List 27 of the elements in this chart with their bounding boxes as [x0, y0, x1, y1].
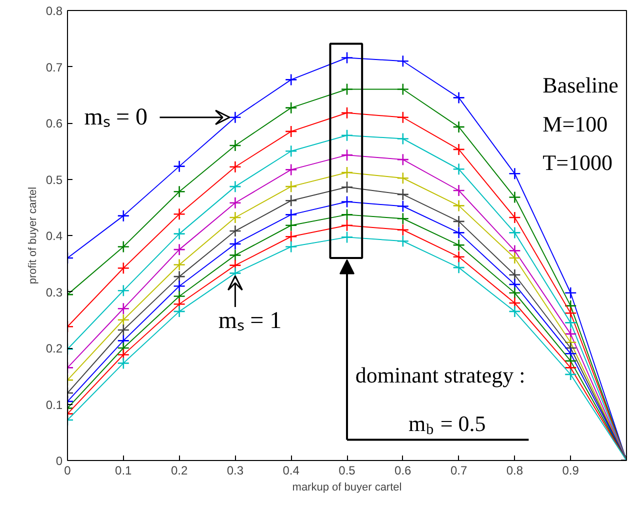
- y-tick-label: 0.4: [46, 229, 63, 243]
- x-tick-label: 0.8: [506, 464, 524, 478]
- y-axis-title: profit of buyer cartel: [26, 186, 39, 284]
- y-tick-label: 0.7: [46, 60, 63, 74]
- y-tick-label: 0.5: [46, 172, 63, 187]
- x-axis-title: markup of buyer cartel: [292, 482, 402, 494]
- y-tick-label: 0.6: [46, 116, 63, 130]
- x-tick-label: 0.5: [338, 464, 356, 478]
- y-tick-label: 0.3: [46, 285, 63, 300]
- x-tick-label: 0: [64, 464, 72, 478]
- annotation: T=1000: [542, 150, 613, 175]
- x-tick-label: 0.7: [450, 464, 468, 478]
- x-tick-label: 0.6: [394, 464, 412, 478]
- annotation: mₛ = 0: [84, 104, 148, 130]
- x-tick-label: 0.1: [115, 464, 132, 478]
- x-tick-label: 0.4: [282, 464, 300, 478]
- annotation: M=100: [542, 112, 608, 137]
- x-tick-label: 0.3: [226, 464, 244, 478]
- y-tick-label: 0.2: [46, 342, 63, 356]
- annotation: Baseline: [542, 72, 618, 98]
- y-tick-label: 0.8: [46, 4, 63, 18]
- y-tick-label: 0.1: [46, 398, 63, 412]
- x-tick-label: 0.9: [562, 464, 580, 478]
- x-tick-label: 0.2: [170, 464, 188, 478]
- annotation: dominant strategy :: [355, 362, 526, 388]
- y-tick-label: 0: [56, 454, 63, 468]
- annotation: mₛ = 1: [218, 308, 282, 334]
